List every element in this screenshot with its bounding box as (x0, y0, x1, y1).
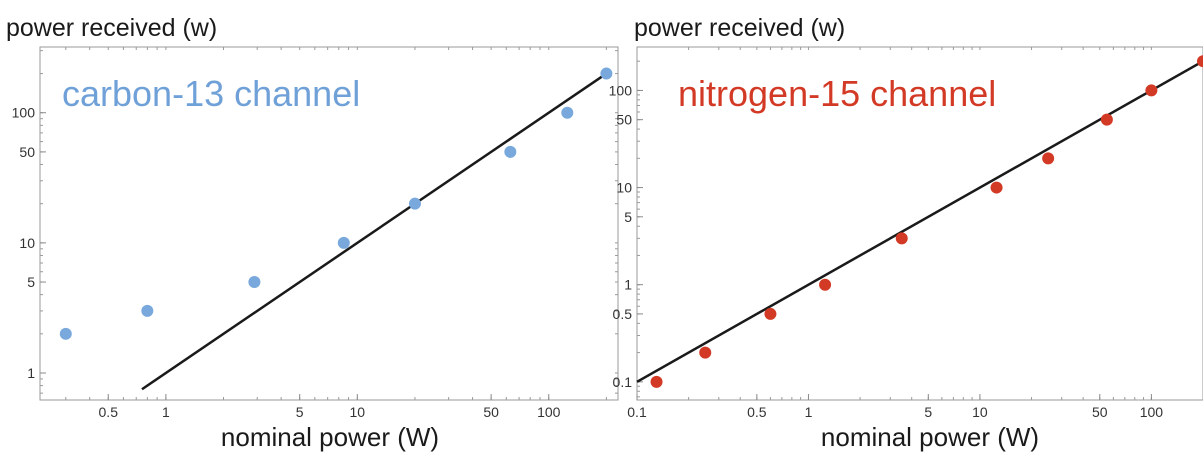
data-point (650, 375, 663, 388)
x-tick-label: 5 (924, 404, 932, 420)
chart-panel-1: 0.5 1 5 10 50 100 1 5 10 50 100 power received (w) n… (6, 14, 619, 452)
data-point (1197, 55, 1203, 68)
x-tick-label: 10 (972, 404, 988, 420)
x-tick-label: 1 (805, 404, 813, 420)
plot-frame (39, 46, 619, 401)
x-tick-label: 50 (1092, 404, 1108, 420)
data-point (248, 276, 261, 289)
x-tick-label: 100 (537, 404, 561, 420)
data-point (337, 236, 350, 249)
data-point (600, 67, 613, 80)
data-point (990, 181, 1003, 194)
x-tick-label: 1 (162, 404, 170, 420)
y-tick-label: 1 (27, 365, 35, 381)
y-tick-label: 100 (609, 82, 633, 98)
x-tick-label: 5 (296, 404, 304, 420)
data-point (764, 307, 777, 320)
x-tick-label: 0.5 (99, 404, 119, 420)
x-axis-label: nominal power (W) (821, 422, 1039, 452)
y-tick-label: 10 (19, 235, 35, 251)
y-tick-label: 5 (27, 274, 35, 290)
minor-ticks (40, 47, 618, 400)
y-tick-label: 10 (616, 180, 632, 196)
data-point (561, 106, 574, 119)
data-point (504, 145, 517, 158)
x-axis-label: nominal power (W) (221, 422, 439, 452)
x-tick-label: 100 (1140, 404, 1164, 420)
data-point (699, 346, 712, 359)
y-tick-label: 0.1 (613, 374, 633, 390)
y-axis-label: power received (w) (634, 14, 845, 42)
y-tick-label: 100 (12, 105, 36, 121)
data-point (408, 197, 421, 210)
channel-annotation: nitrogen-15 channel (678, 73, 996, 114)
data-point (59, 327, 72, 340)
plot-frame (636, 46, 1203, 401)
x-tick-label: 0.5 (747, 404, 767, 420)
data-point (1100, 113, 1113, 126)
x-tick-label: 0.1 (627, 404, 647, 420)
data-point (141, 304, 154, 317)
x-tick-label: 10 (350, 404, 366, 420)
channel-annotation: carbon-13 channel (62, 73, 360, 114)
data-point (1042, 152, 1055, 165)
fit-line (141, 72, 608, 391)
y-tick-label: 50 (616, 112, 632, 128)
y-tick-label: 1 (624, 277, 632, 293)
y-tick-label: 50 (19, 144, 35, 160)
y-tick-label: 5 (624, 209, 632, 225)
minor-ticks (636, 47, 1203, 400)
data-point (895, 232, 908, 245)
data-point (819, 278, 832, 291)
chart-panel-2: 0.1 0.5 1 5 10 50 100 0.1 0.5 1 5 10 50 100 power rece… (609, 14, 1203, 452)
x-tick-label: 50 (483, 404, 499, 420)
y-tick-label: 0.5 (613, 306, 633, 322)
y-axis-label: power received (w) (6, 14, 217, 42)
data-point (1145, 84, 1158, 97)
